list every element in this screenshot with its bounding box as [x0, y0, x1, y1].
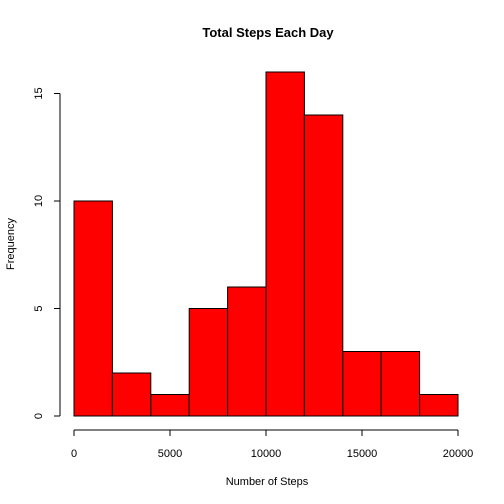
x-tick-label: 15000 — [347, 448, 378, 460]
histogram-bar — [380, 351, 421, 417]
y-tick-label: 0 — [33, 413, 45, 419]
histogram-bar — [188, 308, 229, 417]
histogram-bar — [73, 200, 113, 417]
histogram-bar — [150, 394, 190, 417]
x-tick-label: 5000 — [158, 448, 182, 460]
histogram-bar — [111, 372, 152, 417]
bars-group — [73, 71, 459, 417]
histogram-bar — [265, 71, 305, 417]
y-axis-label: Frequency — [5, 218, 17, 270]
x-tick-label: 20000 — [443, 448, 474, 460]
y-tick-label: 10 — [33, 195, 45, 207]
histogram-bar — [303, 114, 344, 417]
y-axis: 0 5 10 15 — [33, 87, 61, 419]
y-tick-label: 15 — [33, 87, 45, 99]
x-tick-label: 10000 — [251, 448, 282, 460]
histogram-bar — [227, 286, 267, 417]
x-tick-label: 0 — [71, 448, 77, 460]
y-tick-label: 5 — [33, 305, 45, 311]
x-axis: 0 5000 10000 15000 20000 — [71, 429, 474, 460]
chart-title: Total Steps Each Day — [202, 25, 334, 40]
histogram-bar — [342, 351, 382, 417]
histogram-bar — [419, 394, 459, 417]
x-axis-label: Number of Steps — [226, 476, 309, 488]
